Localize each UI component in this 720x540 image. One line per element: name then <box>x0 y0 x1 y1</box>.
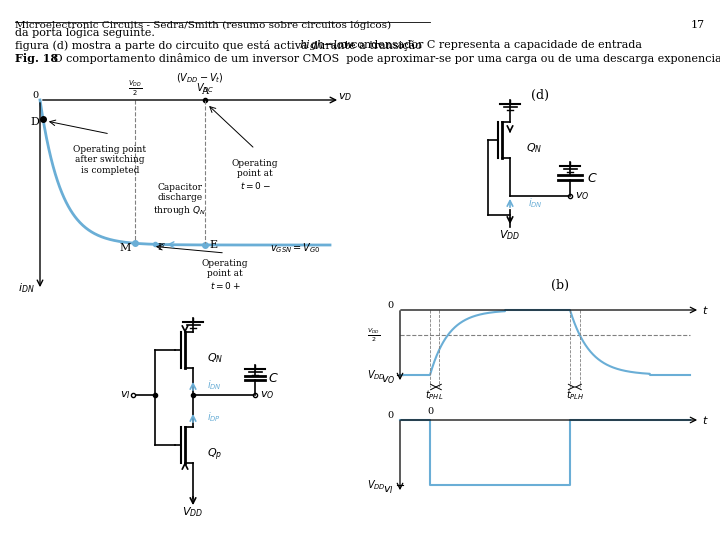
Text: E: E <box>209 240 217 250</box>
Text: D: D <box>30 117 40 127</box>
Text: F: F <box>158 243 164 252</box>
Text: 0: 0 <box>427 408 433 416</box>
Text: $v_I$: $v_I$ <box>382 484 393 496</box>
Text: 0: 0 <box>388 411 394 421</box>
Text: $i_{DP}$: $i_{DP}$ <box>207 410 221 424</box>
Text: figura (d) mostra a parte do circuito que está activa durante a transição: figura (d) mostra a parte do circuito qu… <box>15 40 426 51</box>
Text: 17: 17 <box>691 20 705 30</box>
Text: $i_{DN}$: $i_{DN}$ <box>207 378 222 392</box>
Text: $v_O$: $v_O$ <box>260 389 274 401</box>
Text: $C$: $C$ <box>587 172 598 185</box>
Text: 0: 0 <box>32 91 38 99</box>
Text: $v_{GSN} = V_{G0}$: $v_{GSN} = V_{G0}$ <box>270 241 320 255</box>
Text: $t$: $t$ <box>702 304 708 316</box>
Text: $Q_N$: $Q_N$ <box>207 351 223 365</box>
Text: $t_{PHL}$: $t_{PHL}$ <box>426 388 444 402</box>
Text: da porta lógica seguinte.: da porta lógica seguinte. <box>15 27 155 38</box>
Text: 0: 0 <box>388 301 394 310</box>
Text: $Q_N$: $Q_N$ <box>526 141 542 155</box>
Text: $t$: $t$ <box>702 414 708 426</box>
Text: O comportamento dinâmico de um inversor CMOS  pode aproximar-se por uma carga ou: O comportamento dinâmico de um inversor … <box>50 53 720 64</box>
Text: $\frac{V_{DD}}{2}$: $\frac{V_{DD}}{2}$ <box>366 326 380 344</box>
Text: high→low: high→low <box>300 40 354 50</box>
Text: $v_O$: $v_O$ <box>575 190 589 202</box>
Text: Fig. 18: Fig. 18 <box>15 53 58 64</box>
Text: Capacitor
discharge
through $Q_N$: Capacitor discharge through $Q_N$ <box>153 183 207 217</box>
Text: Microelectronic Circuits - Sedra/Smith (resumo sobre circuitos lógicos): Microelectronic Circuits - Sedra/Smith (… <box>15 20 391 30</box>
Text: (d): (d) <box>531 89 549 102</box>
Text: A: A <box>202 87 209 97</box>
Text: $i_{DN}$: $i_{DN}$ <box>18 281 35 295</box>
Text: $\frac{V_{DD}}{2}$: $\frac{V_{DD}}{2}$ <box>128 78 142 98</box>
Text: , o condensador C representa a capacidade de entrada: , o condensador C representa a capacidad… <box>333 40 642 50</box>
Text: $Q_p$: $Q_p$ <box>207 447 222 463</box>
Text: $C$: $C$ <box>268 372 279 384</box>
Text: $v_O$: $v_O$ <box>381 374 395 386</box>
Text: Operating
point at
$t = 0-$: Operating point at $t = 0-$ <box>232 159 278 191</box>
Text: $V_{DD}$: $V_{DD}$ <box>367 478 386 492</box>
Text: $(V_{DD}-V_t)$: $(V_{DD}-V_t)$ <box>176 71 224 85</box>
Text: $v_D$: $v_D$ <box>338 91 352 103</box>
Text: $V_{DD}$: $V_{DD}$ <box>182 505 204 519</box>
Text: $i_{DN}$: $i_{DN}$ <box>528 196 543 210</box>
Text: Operating
point at
$t = 0+$: Operating point at $t = 0+$ <box>202 259 248 291</box>
Text: (b): (b) <box>551 279 569 292</box>
Text: $V_{DD}$: $V_{DD}$ <box>367 368 386 382</box>
Text: M: M <box>120 244 131 253</box>
Text: $t_{PLH}$: $t_{PLH}$ <box>565 388 584 402</box>
Text: $V_{DC}$: $V_{DC}$ <box>196 81 215 95</box>
Text: $v_I$: $v_I$ <box>120 389 130 401</box>
Text: $V_{DD}$: $V_{DD}$ <box>500 228 521 242</box>
Text: Operating point
after switching
is completed: Operating point after switching is compl… <box>73 145 147 175</box>
